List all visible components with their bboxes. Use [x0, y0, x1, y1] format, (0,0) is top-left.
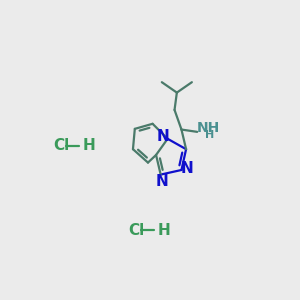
Text: N: N — [181, 160, 194, 175]
Text: H: H — [82, 138, 95, 153]
Text: N: N — [155, 174, 168, 189]
Text: H: H — [205, 130, 214, 140]
Text: H: H — [157, 223, 170, 238]
Text: N: N — [156, 128, 169, 143]
Text: Cl: Cl — [53, 138, 70, 153]
Text: NH: NH — [197, 121, 220, 135]
Text: Cl: Cl — [128, 223, 145, 238]
